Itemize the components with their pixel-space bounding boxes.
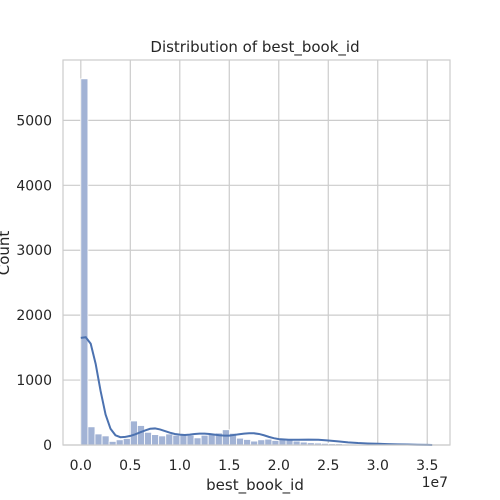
- y-tick-label: 0: [43, 438, 52, 454]
- y-tick-label: 1000: [16, 373, 52, 389]
- histogram-bar: [172, 434, 181, 446]
- histogram-bar: [264, 438, 273, 446]
- x-tick-label: 3.0: [367, 458, 389, 474]
- chart-title: Distribution of best_book_id: [150, 38, 359, 57]
- histogram-bar: [179, 433, 188, 446]
- histogram-bar: [200, 434, 209, 446]
- y-tick-label: 2000: [16, 308, 52, 324]
- histogram-bar: [122, 438, 131, 446]
- histogram-bar: [87, 426, 96, 446]
- x-offset-label: 1e7: [422, 475, 448, 491]
- histogram-bar: [94, 433, 103, 446]
- y-tick-label: 4000: [16, 178, 52, 194]
- histogram-bar: [207, 433, 216, 446]
- histogram-bar: [271, 440, 280, 446]
- histogram-bar: [243, 439, 252, 446]
- histogram-bar: [236, 437, 244, 446]
- histogram-bar: [158, 435, 167, 446]
- histogram-bar: [80, 78, 89, 446]
- histogram-bar: [165, 433, 174, 446]
- histogram-bar: [137, 425, 145, 446]
- x-tick-label: 1.5: [218, 458, 240, 474]
- x-tick-label: 1.0: [169, 458, 191, 474]
- x-tick-label: 2.5: [317, 458, 339, 474]
- grid-lines: [63, 60, 450, 446]
- histogram-bar: [144, 431, 152, 446]
- histogram-bar: [186, 434, 195, 446]
- histogram-bar: [101, 435, 110, 446]
- y-tick-label: 3000: [16, 243, 52, 259]
- plot-frame: [62, 59, 451, 446]
- plot-area: [63, 60, 450, 445]
- x-tick-label: 0.5: [119, 458, 141, 474]
- histogram-bar: [193, 437, 202, 446]
- x-axis-label: best_book_id: [206, 476, 304, 495]
- x-tick-label: 0.0: [70, 458, 92, 474]
- y-tick-labels: 0 1000 2000 3000 4000 5000: [16, 113, 52, 454]
- y-axis-label: Count: [0, 231, 13, 276]
- x-tick-label: 2.0: [268, 458, 290, 474]
- histogram-bar: [115, 439, 124, 446]
- kde-line: [80, 336, 433, 446]
- histogram-bar: [151, 434, 160, 446]
- y-tick-label: 5000: [16, 113, 52, 129]
- x-tick-label: 3.5: [416, 458, 438, 474]
- histogram-bar: [221, 429, 230, 446]
- histogram-bar: [257, 439, 266, 446]
- x-tick-labels: 0.0 0.5 1.0 1.5 2.0 2.5 3.0 3.5: [70, 458, 439, 474]
